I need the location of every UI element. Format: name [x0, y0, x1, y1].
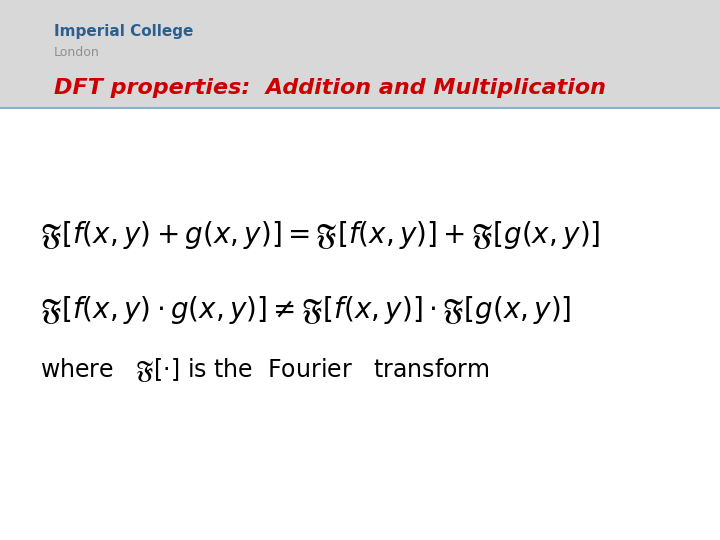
Text: Imperial College: Imperial College: [54, 24, 194, 39]
Bar: [0, 108, 720, 540]
Bar: [0, 0, 720, 108]
Text: DFT properties:  Addition and Multiplication: DFT properties: Addition and Multiplicat…: [54, 78, 606, 98]
Text: London: London: [54, 46, 100, 59]
Text: $\mathfrak{F}[f(x,y) + g(x,y)] = \mathfrak{F}[f(x,y)] + \mathfrak{F}[g(x,y)]$: $\mathfrak{F}[f(x,y) + g(x,y)] = \mathfr…: [40, 219, 600, 251]
Text: $\mathfrak{F}[f(x,y) \cdot g(x,y)] \neq \mathfrak{F}[f(x,y)] \cdot \mathfrak{F}[: $\mathfrak{F}[f(x,y) \cdot g(x,y)] \neq …: [40, 294, 571, 326]
Text: where   $\mathfrak{F}[\cdot]$ is the  Fourier   transform: where $\mathfrak{F}[\cdot]$ is the Fouri…: [40, 356, 490, 384]
